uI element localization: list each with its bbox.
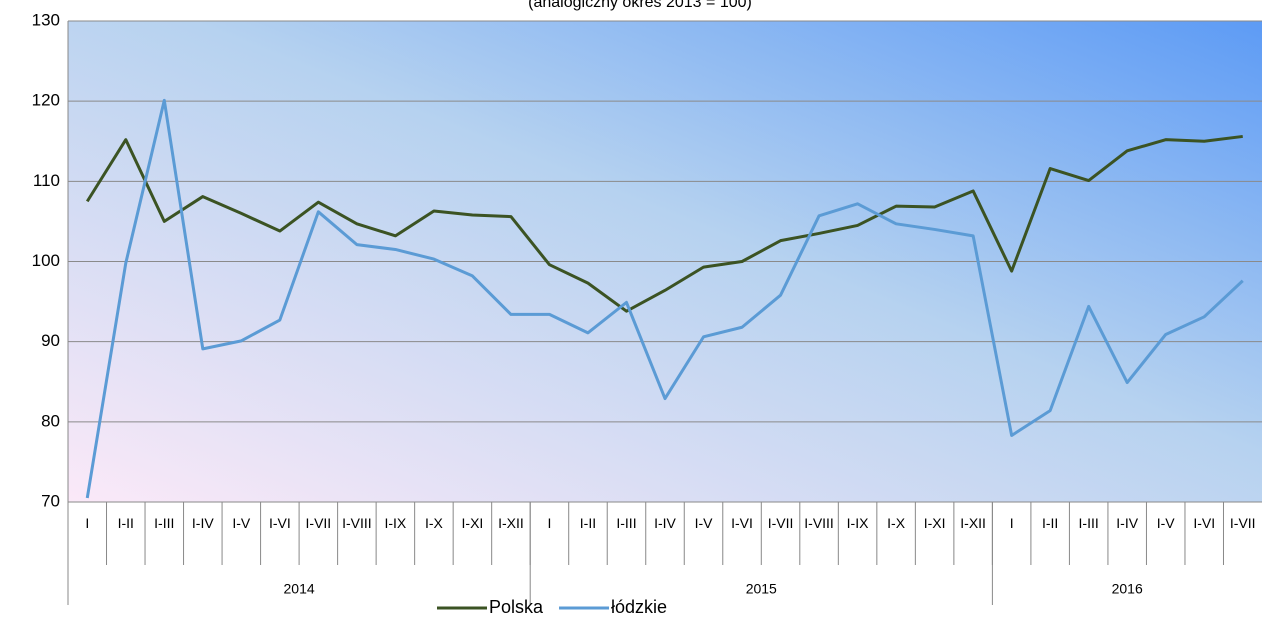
x-tick-label: I-V bbox=[694, 515, 713, 531]
x-tick-label: I-VI bbox=[268, 515, 291, 531]
x-tick-label: I-VIII bbox=[342, 515, 372, 531]
x-tick-label: I-XI bbox=[923, 515, 946, 531]
legend-label: Polska bbox=[489, 597, 544, 617]
x-tick-label: I-IV bbox=[654, 515, 676, 531]
x-tick-label: I-III bbox=[1078, 515, 1099, 531]
x-tick-label: I-IX bbox=[384, 515, 407, 531]
x-tick-label: I bbox=[85, 515, 90, 531]
x-tick-label: I-XI bbox=[461, 515, 484, 531]
y-tick-label: 70 bbox=[41, 491, 60, 510]
chart-title: (analogiczny okres 2013 = 100) bbox=[528, 0, 752, 11]
group-label: 2016 bbox=[1112, 581, 1143, 597]
x-tick-label: I-IX bbox=[846, 515, 869, 531]
x-tick-label: I-VII bbox=[767, 515, 794, 531]
x-tick-label: I-V bbox=[232, 515, 251, 531]
x-tick-label: I-X bbox=[424, 515, 443, 531]
x-tick-label: I-II bbox=[1041, 515, 1059, 531]
x-tick-label: I-III bbox=[616, 515, 637, 531]
x-tick-label: I-VIII bbox=[804, 515, 834, 531]
series-line bbox=[85, 134, 1243, 313]
x-tick-label: I-X bbox=[887, 515, 906, 531]
x-tick-label: I-VII bbox=[305, 515, 332, 531]
y-tick-label: 120 bbox=[32, 91, 60, 110]
x-tick-label: I-VI bbox=[731, 515, 753, 531]
x-tick-label: I-VI bbox=[1193, 515, 1216, 531]
y-tick-label: 90 bbox=[41, 331, 60, 350]
x-tick-label: I-IV bbox=[191, 515, 214, 531]
group-label: 2015 bbox=[746, 581, 777, 597]
y-tick-label: 110 bbox=[33, 171, 60, 190]
x-tick-label: I-V bbox=[1156, 515, 1175, 531]
group-label: 2014 bbox=[284, 581, 315, 597]
x-tick-label: I-II bbox=[117, 515, 134, 531]
legend-label: łódzkie bbox=[611, 597, 667, 617]
x-tick-label: I-III bbox=[154, 515, 175, 531]
series-line bbox=[85, 98, 1244, 499]
x-tick-label: I-XII bbox=[960, 515, 986, 531]
x-tick-label: I bbox=[1009, 515, 1014, 531]
x-tick-label: I-XII bbox=[498, 515, 524, 531]
y-tick-label: 100 bbox=[32, 251, 60, 270]
y-tick-label: 130 bbox=[32, 10, 60, 29]
x-tick-label: I-VII bbox=[1229, 515, 1256, 531]
x-tick-label: I bbox=[547, 515, 552, 531]
x-tick-label: I-IV bbox=[1116, 515, 1139, 531]
x-tick-label: I-II bbox=[579, 515, 597, 531]
y-tick-label: 80 bbox=[41, 411, 60, 430]
